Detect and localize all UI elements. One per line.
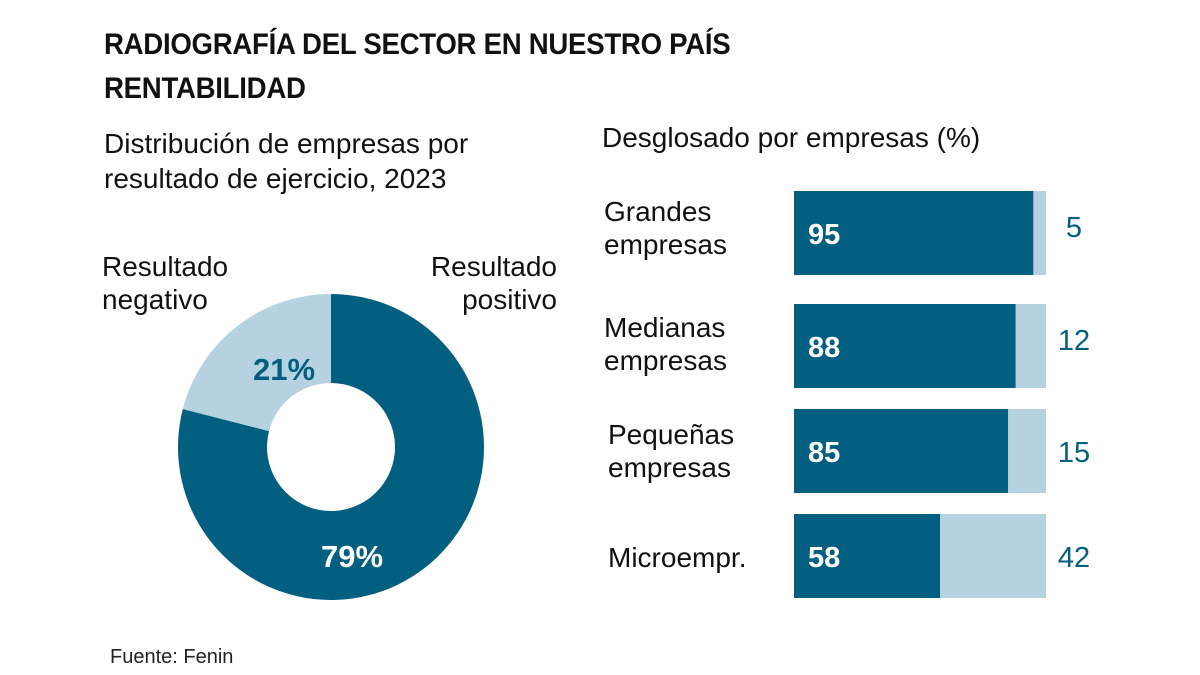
bar-positive [794,304,1016,388]
category-label-line2: empresas [604,345,727,376]
bar-value-negative: 12 [1058,325,1090,357]
negative-label-line1: Resultado [102,251,229,282]
positive-label-line1: Resultado [430,251,557,282]
donut-value-positive: 79% [321,539,383,574]
positive-label-line2: positivo [462,284,557,315]
bar-positive [794,409,1009,493]
bar-value-positive: 58 [808,542,840,574]
main-title: RADIOGRAFÍA DEL SECTOR EN NUESTRO PAÍS [104,28,731,61]
category-label-line1: Grandes [604,196,712,227]
bar-value-positive: 85 [808,437,840,469]
category-label-line1: Pequeñas [608,419,735,450]
donut-value-negative: 21% [253,352,315,387]
donut-chart: 21% 79% [178,294,485,600]
negative-label-line2: negativo [102,284,208,315]
negative-label: Resultado negativo [102,250,228,316]
bar-value-negative: 15 [1058,437,1090,469]
bar-value-positive: 88 [808,332,840,364]
bar-value-negative: 5 [1066,212,1082,244]
donut-slice-positive [178,294,485,600]
source-note: Fuente: Fenin [110,646,234,668]
donut-slice-negative [182,294,331,432]
donut-title-line1: Distribución de empresas por [104,128,469,159]
bar-positive [794,514,941,598]
donut-title-line2: resultado de ejercicio, 2023 [104,163,447,194]
bar-value-negative: 42 [1058,542,1090,574]
category-label-medianas: Medianas empresas [604,311,727,377]
category-label-pequenas: Pequeñas empresas [608,418,734,484]
category-label-line1: Medianas [604,312,726,343]
category-label-grandes: Grandes empresas [604,195,727,261]
bar-positive [794,191,1034,275]
bar-chart-title: Desglosado por empresas (%) [602,122,981,153]
bar-negative [1008,409,1046,493]
section-title: RENTABILIDAD [104,72,306,105]
category-label-line1: Microempr. [608,542,747,573]
bar-negative [1033,191,1046,275]
bar-negative [1015,304,1046,388]
category-label-line2: empresas [604,229,727,260]
positive-label: Resultado positivo [431,250,557,316]
bar-value-positive: 95 [808,219,840,251]
bar-negative [940,514,1046,598]
category-label-micro: Microempr. [608,541,746,574]
category-label-line2: empresas [608,452,731,483]
